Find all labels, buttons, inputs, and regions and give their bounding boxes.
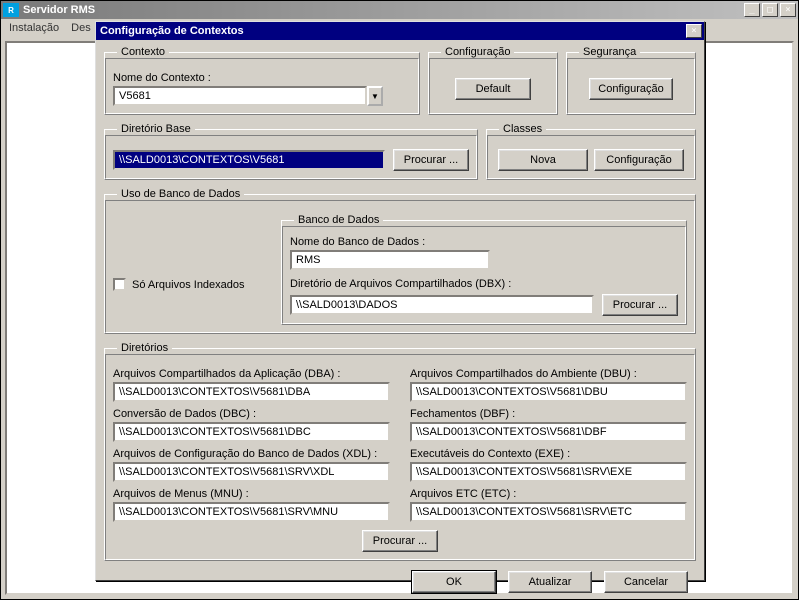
- minimize-icon[interactable]: _: [744, 3, 760, 17]
- ok-button[interactable]: OK: [412, 571, 496, 593]
- diretorios-browse-button[interactable]: Procurar ...: [362, 530, 438, 552]
- seguranca-config-button[interactable]: Configuração: [589, 78, 672, 100]
- input-nome-contexto[interactable]: [113, 86, 367, 106]
- label-nome-banco: Nome do Banco de Dados :: [290, 236, 678, 248]
- dirbase-browse-button[interactable]: Procurar ...: [393, 149, 469, 171]
- dir-item: Arquivos Compartilhados da Aplicação (DB…: [113, 368, 390, 402]
- dir-input[interactable]: [113, 462, 390, 482]
- chevron-down-icon[interactable]: ▼: [367, 86, 383, 106]
- group-seguranca: Segurança Configuração: [566, 46, 696, 115]
- dir-item: Arquivos de Configuração do Banco de Dad…: [113, 448, 390, 482]
- dir-label: Executáveis do Contexto (EXE) :: [410, 448, 687, 460]
- dir-label: Arquivos de Menus (MNU) :: [113, 488, 390, 500]
- group-configuracao: Configuração Default: [428, 46, 558, 115]
- dialog-close-icon[interactable]: ×: [686, 24, 702, 38]
- legend-diretorios: Diretórios: [117, 342, 172, 354]
- checkbox-so-arquivos-indexados[interactable]: Só Arquivos Indexados: [113, 278, 245, 291]
- close-icon[interactable]: ×: [780, 3, 796, 17]
- legend-configuracao: Configuração: [441, 46, 514, 58]
- legend-contexto: Contexto: [117, 46, 169, 58]
- dir-item: Arquivos ETC (ETC) :: [410, 488, 687, 522]
- dir-input[interactable]: [113, 382, 390, 402]
- legend-uso-banco: Uso de Banco de Dados: [117, 188, 244, 200]
- label-dbx: Diretório de Arquivos Compartilhados (DB…: [290, 278, 678, 290]
- app-title: Servidor RMS: [23, 4, 744, 16]
- dialog-title: Configuração de Contextos: [98, 25, 686, 37]
- dir-item: Arquivos Compartilhados do Ambiente (DBU…: [410, 368, 687, 402]
- dialog-config-contextos: Configuração de Contextos × Contexto Nom…: [95, 21, 705, 581]
- legend-classes: Classes: [499, 123, 546, 135]
- dir-label: Fechamentos (DBF) :: [410, 408, 687, 420]
- group-classes: Classes Nova Configuração: [486, 123, 696, 180]
- group-diretorio-base: Diretório Base Procurar ...: [104, 123, 478, 180]
- dialog-titlebar: Configuração de Contextos ×: [96, 22, 704, 40]
- dir-item: Arquivos de Menus (MNU) :: [113, 488, 390, 522]
- dir-item: Fechamentos (DBF) :: [410, 408, 687, 442]
- dir-input[interactable]: [410, 382, 687, 402]
- dir-input[interactable]: [113, 502, 390, 522]
- input-diretorio-base[interactable]: [113, 150, 385, 170]
- group-diretorios: Diretórios Arquivos Compartilhados da Ap…: [104, 342, 696, 561]
- dir-input[interactable]: [113, 422, 390, 442]
- input-dbx[interactable]: [290, 295, 594, 315]
- legend-seguranca: Segurança: [579, 46, 640, 58]
- dir-input[interactable]: [410, 422, 687, 442]
- legend-diretorio-base: Diretório Base: [117, 123, 195, 135]
- label-so-arquivos-indexados: Só Arquivos Indexados: [132, 279, 245, 291]
- group-contexto: Contexto Nome do Contexto : ▼: [104, 46, 420, 115]
- dir-input[interactable]: [410, 462, 687, 482]
- default-button[interactable]: Default: [455, 78, 531, 100]
- classes-config-button[interactable]: Configuração: [594, 149, 684, 171]
- group-uso-banco: Uso de Banco de Dados Só Arquivos Indexa…: [104, 188, 696, 334]
- dir-input[interactable]: [410, 502, 687, 522]
- dir-label: Arquivos Compartilhados da Aplicação (DB…: [113, 368, 390, 380]
- dir-label: Arquivos Compartilhados do Ambiente (DBU…: [410, 368, 687, 380]
- dir-label: Arquivos de Configuração do Banco de Dad…: [113, 448, 390, 460]
- dir-item: Conversão de Dados (DBC) :: [113, 408, 390, 442]
- cancelar-button[interactable]: Cancelar: [604, 571, 688, 593]
- dir-item: Executáveis do Contexto (EXE) :: [410, 448, 687, 482]
- group-banco-dados: Banco de Dados Nome do Banco de Dados : …: [281, 214, 687, 325]
- app-icon: R: [3, 3, 19, 17]
- dbx-browse-button[interactable]: Procurar ...: [602, 294, 678, 316]
- input-nome-banco[interactable]: [290, 250, 490, 270]
- label-nome-contexto: Nome do Contexto :: [113, 72, 411, 84]
- legend-banco-dados: Banco de Dados: [294, 214, 383, 226]
- app-titlebar: R Servidor RMS _ □ ×: [1, 1, 798, 19]
- combo-nome-contexto[interactable]: ▼: [113, 86, 383, 106]
- maximize-icon[interactable]: □: [762, 3, 778, 17]
- nova-button[interactable]: Nova: [498, 149, 588, 171]
- dir-label: Conversão de Dados (DBC) :: [113, 408, 390, 420]
- menu-instalacao[interactable]: Instalação: [5, 20, 63, 36]
- dir-label: Arquivos ETC (ETC) :: [410, 488, 687, 500]
- app-window: R Servidor RMS _ □ × Instalação Des Conf…: [0, 0, 799, 600]
- menu-des[interactable]: Des: [67, 20, 95, 36]
- atualizar-button[interactable]: Atualizar: [508, 571, 592, 593]
- checkbox-icon[interactable]: [113, 278, 126, 291]
